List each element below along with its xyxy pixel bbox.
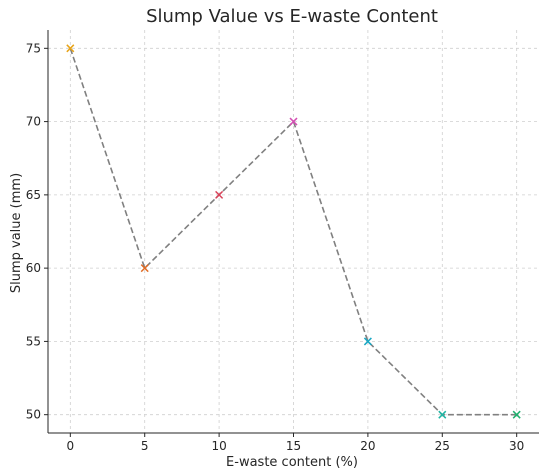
x-tick-label: 5 xyxy=(141,439,149,453)
data-point xyxy=(438,410,447,419)
data-point xyxy=(215,190,224,199)
grid xyxy=(48,30,539,433)
data-point xyxy=(66,44,75,53)
y-axis-label: Slump value (mm) xyxy=(9,173,24,293)
x-tick-label: 30 xyxy=(509,439,524,453)
x-tick-label: 0 xyxy=(66,439,74,453)
ticks: 0 5 10 15 20 25 30 50 55 60 65 70 75 xyxy=(26,41,525,453)
data-point xyxy=(140,264,149,273)
y-tick-label: 65 xyxy=(26,188,41,202)
x-tick-label: 10 xyxy=(211,439,226,453)
data-point xyxy=(512,410,521,419)
x-tick-label: 15 xyxy=(286,439,301,453)
data-point xyxy=(363,337,372,346)
x-tick-label: 20 xyxy=(360,439,375,453)
y-tick-label: 50 xyxy=(26,408,41,422)
y-tick-label: 75 xyxy=(26,41,41,55)
y-tick-label: 70 xyxy=(26,115,41,129)
markers xyxy=(66,44,521,419)
y-tick-label: 60 xyxy=(26,261,41,275)
data-point xyxy=(289,117,298,126)
x-tick-label: 25 xyxy=(435,439,450,453)
x-axis-label: E-waste content (%) xyxy=(226,455,358,470)
y-tick-label: 55 xyxy=(26,334,41,348)
chart-title: Slump Value vs E-waste Content xyxy=(146,6,438,27)
